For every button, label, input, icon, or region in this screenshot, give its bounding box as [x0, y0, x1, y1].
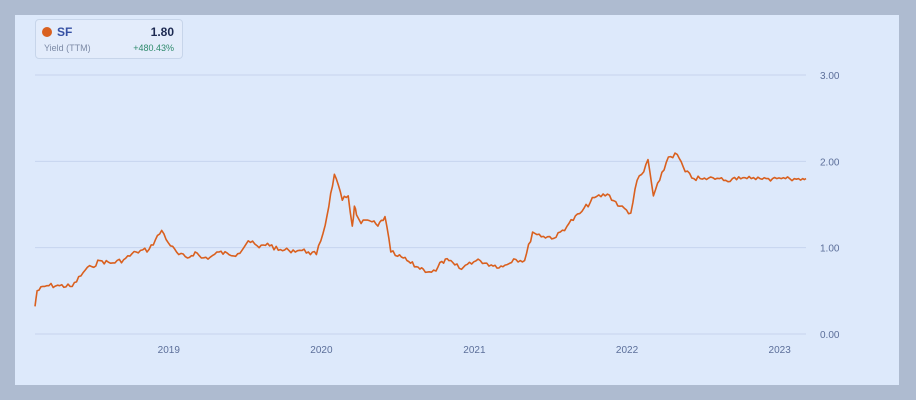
y-tick-label: 2.00: [820, 157, 840, 168]
y-tick-label: 1.00: [820, 244, 840, 255]
legend-ticker: SF: [57, 25, 73, 39]
series-line-sf[interactable]: [34, 152, 807, 307]
legend-value: 1.80: [150, 25, 174, 39]
y-tick-label: 3.00: [820, 71, 840, 82]
series-color-dot: [42, 27, 52, 37]
gridlines: [35, 74, 806, 335]
legend-card[interactable]: SF 1.80 Yield (TTM) +480.43%: [35, 19, 183, 59]
x-tick-label: 2021: [463, 345, 486, 356]
x-tick-label: 2022: [616, 345, 639, 356]
y-axis-ticks: 0.00 1.00 2.00 3.00: [820, 71, 840, 341]
chart-panel: [15, 15, 899, 385]
x-tick-label: 2023: [769, 345, 792, 356]
x-axis-ticks: 2019 2020 2021 2022 2023: [158, 345, 792, 356]
series-layer: [34, 152, 807, 307]
y-tick-label: 0.00: [820, 330, 840, 341]
legend-metric-label: Yield (TTM): [44, 43, 91, 53]
x-tick-label: 2020: [310, 345, 333, 356]
x-tick-label: 2019: [158, 345, 181, 356]
legend-change: +480.43%: [133, 43, 174, 53]
